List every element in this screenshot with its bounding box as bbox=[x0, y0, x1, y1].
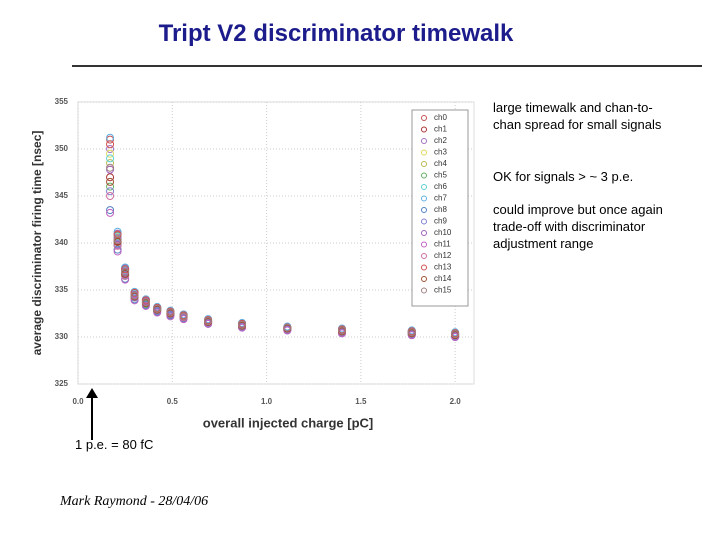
point bbox=[106, 140, 115, 149]
y-tick-label: 325 bbox=[55, 379, 69, 388]
legend-marker bbox=[421, 184, 427, 190]
point bbox=[153, 308, 162, 317]
legend-marker bbox=[421, 241, 427, 248]
point bbox=[238, 320, 247, 329]
point bbox=[130, 296, 139, 305]
point bbox=[451, 330, 460, 339]
legend-label: ch5 bbox=[434, 171, 447, 180]
legend-label: ch15 bbox=[434, 286, 452, 295]
legend-marker bbox=[421, 161, 427, 167]
legend-label: ch14 bbox=[434, 274, 452, 283]
legend-label: ch13 bbox=[434, 263, 452, 272]
point bbox=[106, 154, 115, 163]
note: OK for signals > ~ 3 p.e. bbox=[493, 169, 634, 184]
x-tick-label: 0.5 bbox=[167, 397, 179, 406]
legend-marker bbox=[421, 195, 427, 202]
x-tick-label: 0.0 bbox=[72, 397, 84, 406]
point bbox=[106, 208, 115, 217]
point bbox=[407, 328, 416, 337]
point bbox=[166, 312, 175, 321]
point bbox=[106, 145, 115, 153]
point bbox=[106, 206, 115, 215]
point bbox=[106, 182, 115, 191]
legend-marker bbox=[421, 207, 427, 213]
point bbox=[130, 288, 139, 297]
point bbox=[106, 192, 115, 200]
point bbox=[141, 301, 150, 310]
note: large timewalk and chan-to-chan spread f… bbox=[493, 100, 662, 132]
arrow-head bbox=[86, 388, 98, 398]
point bbox=[338, 326, 346, 335]
legend-label: ch1 bbox=[434, 125, 447, 134]
point bbox=[106, 173, 115, 182]
point bbox=[106, 163, 115, 172]
y-tick-label: 340 bbox=[55, 238, 69, 247]
y-tick-label: 345 bbox=[55, 191, 69, 200]
point bbox=[121, 268, 130, 277]
point bbox=[113, 247, 122, 256]
legend-marker bbox=[421, 253, 427, 259]
point bbox=[106, 177, 115, 186]
legend-marker bbox=[421, 264, 427, 271]
point bbox=[153, 304, 162, 313]
y-tick-label: 335 bbox=[55, 285, 69, 294]
legend-box bbox=[411, 109, 469, 307]
y-tick-label: 330 bbox=[55, 332, 69, 341]
point bbox=[113, 230, 122, 239]
legend-marker bbox=[421, 126, 427, 133]
x-tick-label: 1.0 bbox=[261, 397, 273, 406]
point bbox=[130, 291, 139, 300]
legend-label: ch11 bbox=[434, 240, 451, 249]
legend-marker bbox=[421, 115, 427, 121]
legend-label: ch7 bbox=[434, 194, 447, 203]
legend-marker bbox=[421, 149, 427, 156]
legend-label: ch2 bbox=[434, 136, 447, 145]
point bbox=[113, 236, 122, 245]
point bbox=[121, 275, 130, 284]
point bbox=[106, 187, 115, 196]
x-tick-label: 1.5 bbox=[355, 397, 367, 406]
point bbox=[121, 265, 130, 274]
point bbox=[141, 298, 150, 307]
y-tick-label: 355 bbox=[55, 97, 69, 106]
point bbox=[179, 312, 188, 321]
legend-label: ch10 bbox=[434, 228, 452, 237]
note: could improve but once again trade-off w… bbox=[493, 202, 663, 251]
y-tick-label: 350 bbox=[55, 144, 69, 153]
annotation: 1 p.e. = 80 fC bbox=[75, 437, 154, 452]
legend-marker bbox=[421, 138, 427, 144]
point bbox=[166, 308, 175, 317]
x-tick-label: 2.0 bbox=[450, 397, 462, 406]
legend-label: ch6 bbox=[434, 182, 447, 191]
legend-marker bbox=[421, 230, 427, 236]
x-axis-label: overall injected charge [pC] bbox=[203, 415, 374, 430]
slide-title: Tript V2 discriminator timewalk bbox=[158, 20, 514, 47]
footer: Mark Raymond - 28/04/06 bbox=[60, 494, 209, 509]
y-axis-label: average discriminator firing time [nsec] bbox=[30, 131, 44, 356]
point bbox=[113, 241, 122, 250]
legend-label: ch12 bbox=[434, 251, 452, 260]
point bbox=[106, 149, 115, 158]
legend-marker bbox=[421, 276, 427, 282]
legend-label: ch0 bbox=[434, 113, 447, 122]
legend-label: ch8 bbox=[434, 205, 447, 214]
legend-marker bbox=[421, 172, 427, 179]
legend-marker bbox=[421, 218, 427, 225]
legend-label: ch9 bbox=[434, 217, 447, 226]
point bbox=[283, 323, 292, 332]
legend-label: ch3 bbox=[434, 148, 447, 157]
point bbox=[204, 317, 213, 326]
legend-label: ch4 bbox=[434, 159, 447, 168]
legend-marker bbox=[421, 287, 427, 294]
